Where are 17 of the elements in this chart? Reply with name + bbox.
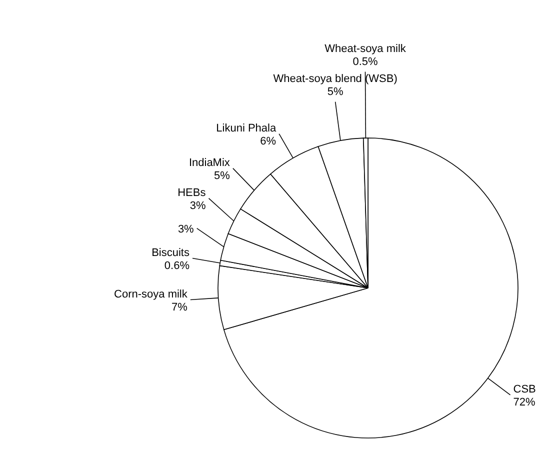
slice-label: Wheat-soya blend (WSB)	[273, 72, 398, 85]
slice-label: IndiaMix	[188, 156, 230, 169]
data-label: 5%	[327, 86, 344, 98]
data-label: 72%	[513, 396, 536, 408]
slice-label: Likuni Phala	[216, 122, 277, 134]
data-label: 3%	[178, 223, 194, 236]
data-label: 5%	[214, 170, 230, 182]
data-label: 3%	[190, 200, 206, 212]
slice-label: CSB	[513, 383, 536, 396]
slice-label: Corn-soya milk	[114, 288, 188, 300]
slice-label: HEBs	[178, 186, 206, 199]
data-label: 7%	[171, 301, 188, 314]
data-label: 0.5%	[352, 56, 378, 68]
data-label: 6%	[260, 135, 276, 148]
slice-label: Biscuits	[152, 246, 190, 259]
slice-label: Wheat-soya milk	[324, 42, 406, 55]
data-label: 0.6%	[164, 260, 190, 272]
